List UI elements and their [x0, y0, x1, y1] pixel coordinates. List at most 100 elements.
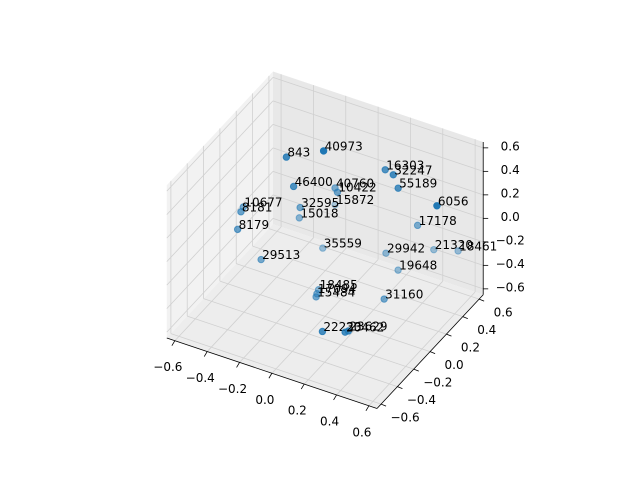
- point: [454, 247, 462, 255]
- point-label: 19648: [399, 259, 437, 273]
- x-tick-label: −0.4: [186, 371, 215, 385]
- point: [333, 188, 342, 196]
- point-label: 8179: [239, 218, 270, 232]
- z-tick-label: −0.6: [496, 280, 525, 294]
- point-label: 17094: [318, 282, 356, 296]
- tick-mark: [268, 373, 273, 379]
- grid-line: [166, 100, 274, 215]
- grid-line: [166, 171, 274, 286]
- point-label: 18461: [459, 239, 497, 253]
- point: [331, 200, 339, 209]
- point: [296, 203, 304, 212]
- point: [380, 295, 388, 303]
- grid-line: [166, 218, 274, 333]
- y-tick-label: 0.6: [494, 306, 513, 320]
- point-label: 35559: [324, 237, 362, 251]
- point: [282, 153, 291, 161]
- point: [319, 244, 327, 252]
- z-tick-label: 0.0: [501, 210, 520, 224]
- z-tick-label: 0.2: [501, 186, 520, 200]
- tick-mark: [478, 298, 485, 302]
- y-axis: [376, 294, 484, 409]
- z-tick-label: 0.6: [501, 139, 520, 153]
- point-label: 55189: [399, 177, 437, 191]
- point-label: 18485: [320, 278, 358, 292]
- z-tick-label: −0.2: [496, 233, 525, 247]
- grid-line: [272, 194, 484, 266]
- grid-line: [166, 147, 274, 262]
- grid-line: [272, 147, 484, 219]
- point: [413, 221, 422, 230]
- point-label: 10677: [244, 195, 282, 209]
- grid-line: [166, 124, 274, 239]
- y-tick-label: 0.2: [461, 341, 480, 355]
- point: [381, 166, 389, 174]
- point-label: 8181: [242, 200, 273, 214]
- point-label: 40973: [325, 139, 363, 153]
- x-axis: [166, 337, 378, 409]
- y-tick-label: −0.4: [407, 393, 436, 407]
- point-label: 15018: [300, 206, 338, 220]
- grid-line: [170, 333, 382, 405]
- tick-mark: [429, 351, 436, 354]
- tick-mark: [365, 405, 370, 411]
- grid-line: [166, 194, 274, 309]
- grid-line: [268, 228, 480, 300]
- point: [433, 202, 441, 210]
- point: [394, 266, 402, 274]
- tick-mark: [413, 368, 419, 372]
- point: [382, 249, 390, 257]
- y-tick-label: −0.6: [391, 411, 420, 425]
- point: [319, 147, 328, 155]
- x-tick-label: 0.4: [320, 414, 339, 428]
- tick-mark: [171, 340, 176, 346]
- point-label: 843: [287, 146, 310, 160]
- point: [289, 182, 298, 191]
- point-label: 32247: [394, 163, 432, 177]
- point-label: 29942: [387, 242, 425, 256]
- grid-line: [203, 298, 414, 370]
- tick-mark: [446, 333, 452, 337]
- y-tick-label: 0.0: [445, 358, 464, 372]
- point-label: 46400: [295, 175, 333, 189]
- grid-line: [272, 171, 484, 243]
- point-label: 15484: [317, 285, 355, 299]
- point-label: 21320: [435, 238, 473, 252]
- grid-line: [166, 77, 274, 192]
- point-label: 6056: [438, 194, 469, 208]
- point: [341, 328, 349, 336]
- point-label: 22233: [323, 320, 361, 334]
- tick-mark: [203, 351, 208, 357]
- point: [389, 171, 398, 179]
- point-label: 16303: [386, 158, 424, 172]
- grid-line: [219, 280, 431, 352]
- grid-line: [272, 218, 484, 290]
- point: [312, 293, 320, 301]
- x-tick-label: 0.2: [288, 404, 307, 418]
- x-tick-label: 0.0: [255, 393, 274, 407]
- point-label: 20462: [346, 321, 384, 335]
- point-label: 40760: [336, 176, 374, 190]
- z-tick-label: −0.4: [496, 257, 525, 271]
- grid-line: [236, 263, 447, 335]
- grid-line: [187, 315, 398, 387]
- grid-line: [272, 77, 484, 149]
- x-tick-label: −0.6: [153, 360, 182, 374]
- tick-mark: [397, 386, 403, 389]
- point: [237, 208, 245, 216]
- point: [394, 184, 402, 192]
- point-label: 17178: [419, 214, 457, 228]
- tick-mark: [236, 362, 240, 368]
- point: [318, 327, 327, 336]
- grid-line: [272, 100, 484, 172]
- x-tick-label: −0.2: [218, 382, 247, 396]
- point-label: 10422: [338, 181, 376, 195]
- tick-mark: [300, 383, 305, 390]
- y-tick-label: −0.2: [423, 376, 452, 390]
- point: [430, 245, 438, 254]
- point-label: 31160: [385, 288, 423, 302]
- grid-line: [252, 245, 463, 317]
- grid-line: [272, 124, 484, 196]
- tick-mark: [462, 316, 468, 319]
